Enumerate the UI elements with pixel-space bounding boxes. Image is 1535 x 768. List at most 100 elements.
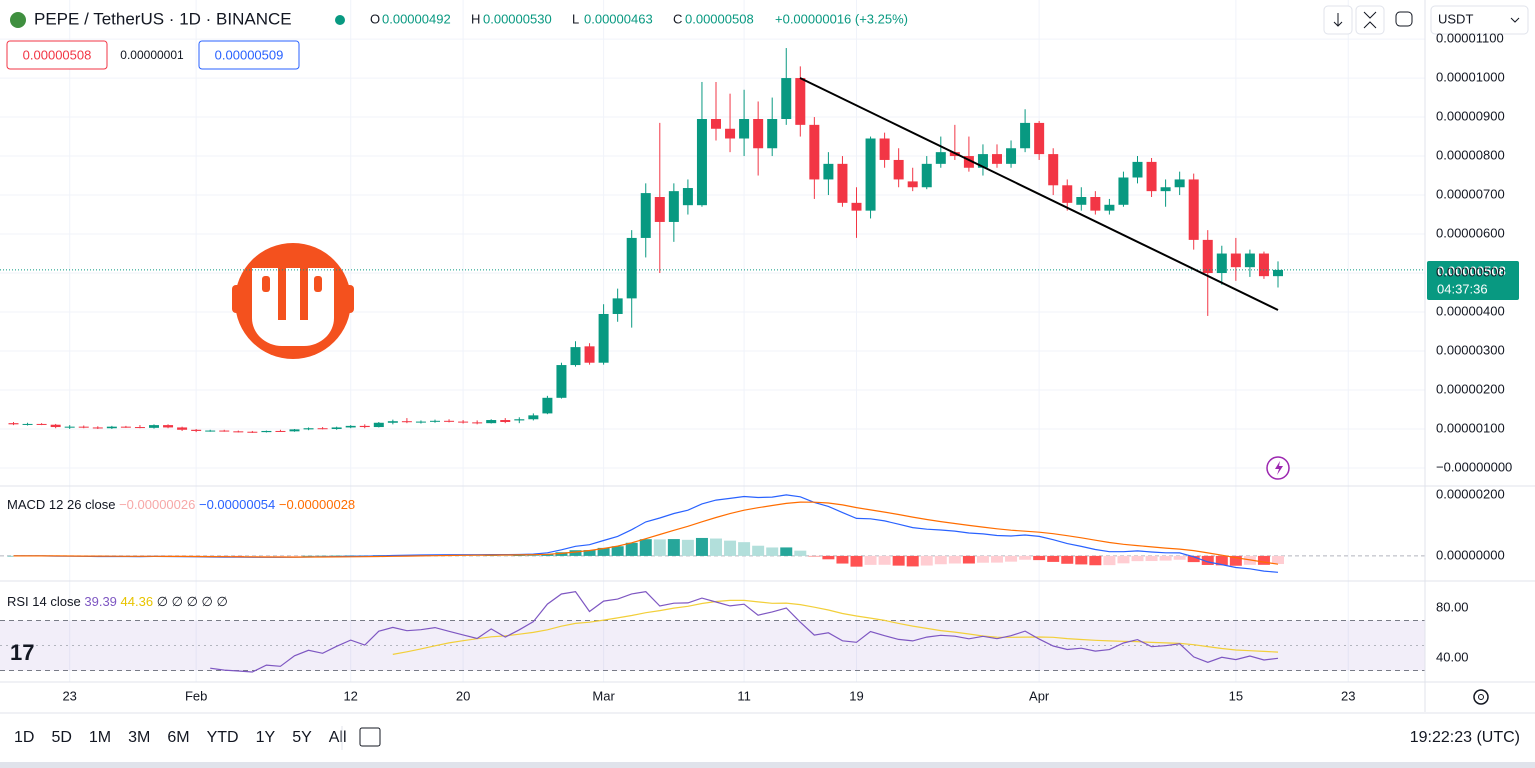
candle-body	[823, 163, 834, 180]
price-tick-label: 0.00000700	[1436, 186, 1505, 201]
macd-histogram	[260, 555, 273, 557]
candle-body	[92, 427, 103, 429]
rsi-tick-label: 40.00	[1436, 649, 1469, 664]
candle-body	[303, 428, 314, 430]
macd-histogram	[934, 555, 947, 565]
rsi-source: close	[50, 594, 80, 609]
price-tick-label: 0.00000500	[1436, 264, 1505, 279]
candle-body	[879, 138, 890, 160]
macd-histogram	[1005, 555, 1018, 562]
macd-histogram	[246, 555, 259, 557]
ohlc-key: L	[572, 11, 579, 26]
macd-title: MACD	[7, 497, 45, 512]
collapse-button[interactable]	[1355, 5, 1385, 35]
candle-body	[289, 429, 300, 432]
time-tick-label: 19	[849, 688, 863, 703]
candle-body	[739, 119, 750, 139]
range-button[interactable]: 5Y	[292, 729, 312, 746]
settings-icon[interactable]	[1473, 689, 1489, 705]
rsi-value: 39.39	[84, 594, 117, 609]
market-status	[335, 15, 345, 25]
candle-body	[120, 426, 131, 428]
range-buttons: 1D 5D 1M 3M 6M YTD 1Y 5Y All	[14, 729, 347, 746]
down-arrow-icon	[1333, 13, 1343, 27]
macd-histogram	[948, 555, 961, 564]
price-tick-label: 0.00000100	[1436, 420, 1505, 435]
macd-histogram	[1047, 555, 1060, 562]
time-tick-label: 15	[1229, 688, 1243, 703]
range-button[interactable]: 1Y	[256, 729, 276, 746]
macd-fast: 12	[49, 497, 63, 512]
candle-body	[1216, 253, 1227, 274]
currency-select[interactable]	[1430, 5, 1529, 35]
macd-histogram	[752, 545, 765, 556]
price-tick-label: 0.00000800	[1436, 147, 1505, 162]
candle-body	[514, 419, 525, 421]
macd-slow: 26	[67, 497, 81, 512]
range-button[interactable]: YTD	[207, 729, 239, 746]
date-range-icon[interactable]	[359, 727, 381, 747]
macd-histogram	[1061, 555, 1074, 564]
candle-body	[1202, 239, 1213, 274]
candle-body	[1258, 253, 1269, 277]
candle-body	[387, 421, 398, 423]
time-tick-label: 23	[1341, 688, 1355, 703]
range-button[interactable]: All	[329, 729, 347, 746]
candle-body	[36, 423, 47, 425]
bid-box[interactable]	[6, 40, 108, 70]
candle-body	[1174, 179, 1185, 188]
macd-histogram	[920, 555, 933, 566]
range-button[interactable]: 1M	[89, 729, 111, 746]
range-button[interactable]: 6M	[167, 729, 189, 746]
bid[interactable]: 0.00000508	[23, 47, 92, 62]
candle-body	[865, 138, 876, 211]
price-tick-label: 0.00001000	[1436, 70, 1505, 85]
logo-slot	[314, 276, 322, 292]
candles	[0, 48, 1425, 433]
candle-body	[1090, 196, 1101, 211]
candle-body	[542, 397, 553, 414]
candle-body	[837, 163, 848, 203]
macd-histogram	[625, 542, 638, 556]
macd-histogram	[794, 550, 807, 556]
candle-body	[809, 124, 820, 180]
macd-histogram	[1033, 555, 1046, 561]
rsi-pane: 80.00 40.00 RSI 14 close 39.39 44.36 ∅ ∅ ∅…	[0, 590, 1469, 673]
symbol-title: PEPE / TetherUS · 1D · BINANCE	[34, 9, 292, 28]
candle-body	[415, 421, 426, 423]
currency[interactable]: USDT	[1438, 11, 1473, 26]
macd-legend: MACD 12 26 close −0.00000026 −0.00000054…	[7, 497, 355, 512]
candle-body	[22, 423, 33, 425]
candle-body	[992, 154, 1002, 164]
range-button[interactable]: 5D	[51, 729, 71, 746]
macd-histogram	[1019, 555, 1032, 560]
range-button[interactable]: 1D	[14, 729, 34, 746]
ohlc-value: 0.00000492	[382, 11, 451, 26]
macd-histogram	[695, 537, 708, 556]
macd-histogram	[822, 555, 835, 560]
price-tick-label: −0.00000000	[1436, 459, 1512, 474]
ask[interactable]: 0.00000509	[215, 47, 284, 62]
ohlc-value: 0.00000530	[483, 11, 552, 26]
candle-body	[977, 154, 988, 168]
candle-body	[1132, 161, 1143, 178]
macd-histogram	[1145, 555, 1158, 562]
candle-body	[317, 428, 328, 430]
candle-body	[696, 119, 707, 206]
candle-body	[331, 427, 342, 430]
time-tick-label: Mar	[592, 688, 615, 703]
fullscreen-icon[interactable]	[1395, 11, 1413, 27]
candle-body	[50, 424, 61, 428]
range-button[interactable]: 3M	[128, 729, 150, 746]
ask-box[interactable]	[198, 40, 300, 70]
candle-body	[458, 421, 469, 423]
price-tick-label: 0.00000900	[1436, 108, 1505, 123]
time-tick-label: 20	[456, 688, 470, 703]
candle-body	[1146, 161, 1157, 192]
candle-body	[668, 191, 679, 222]
candle-body	[1020, 122, 1031, 149]
candle-body	[851, 202, 862, 211]
candle-body	[8, 423, 19, 425]
candle-body	[682, 188, 693, 206]
candle-body	[219, 430, 230, 432]
